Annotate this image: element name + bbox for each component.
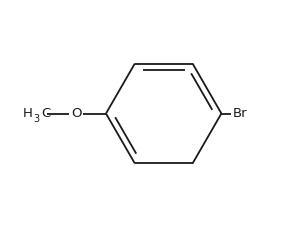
Text: O: O [71,107,81,120]
Text: 3: 3 [33,114,39,124]
Text: H: H [23,107,33,120]
Text: C: C [41,107,50,120]
Text: Br: Br [233,107,247,120]
